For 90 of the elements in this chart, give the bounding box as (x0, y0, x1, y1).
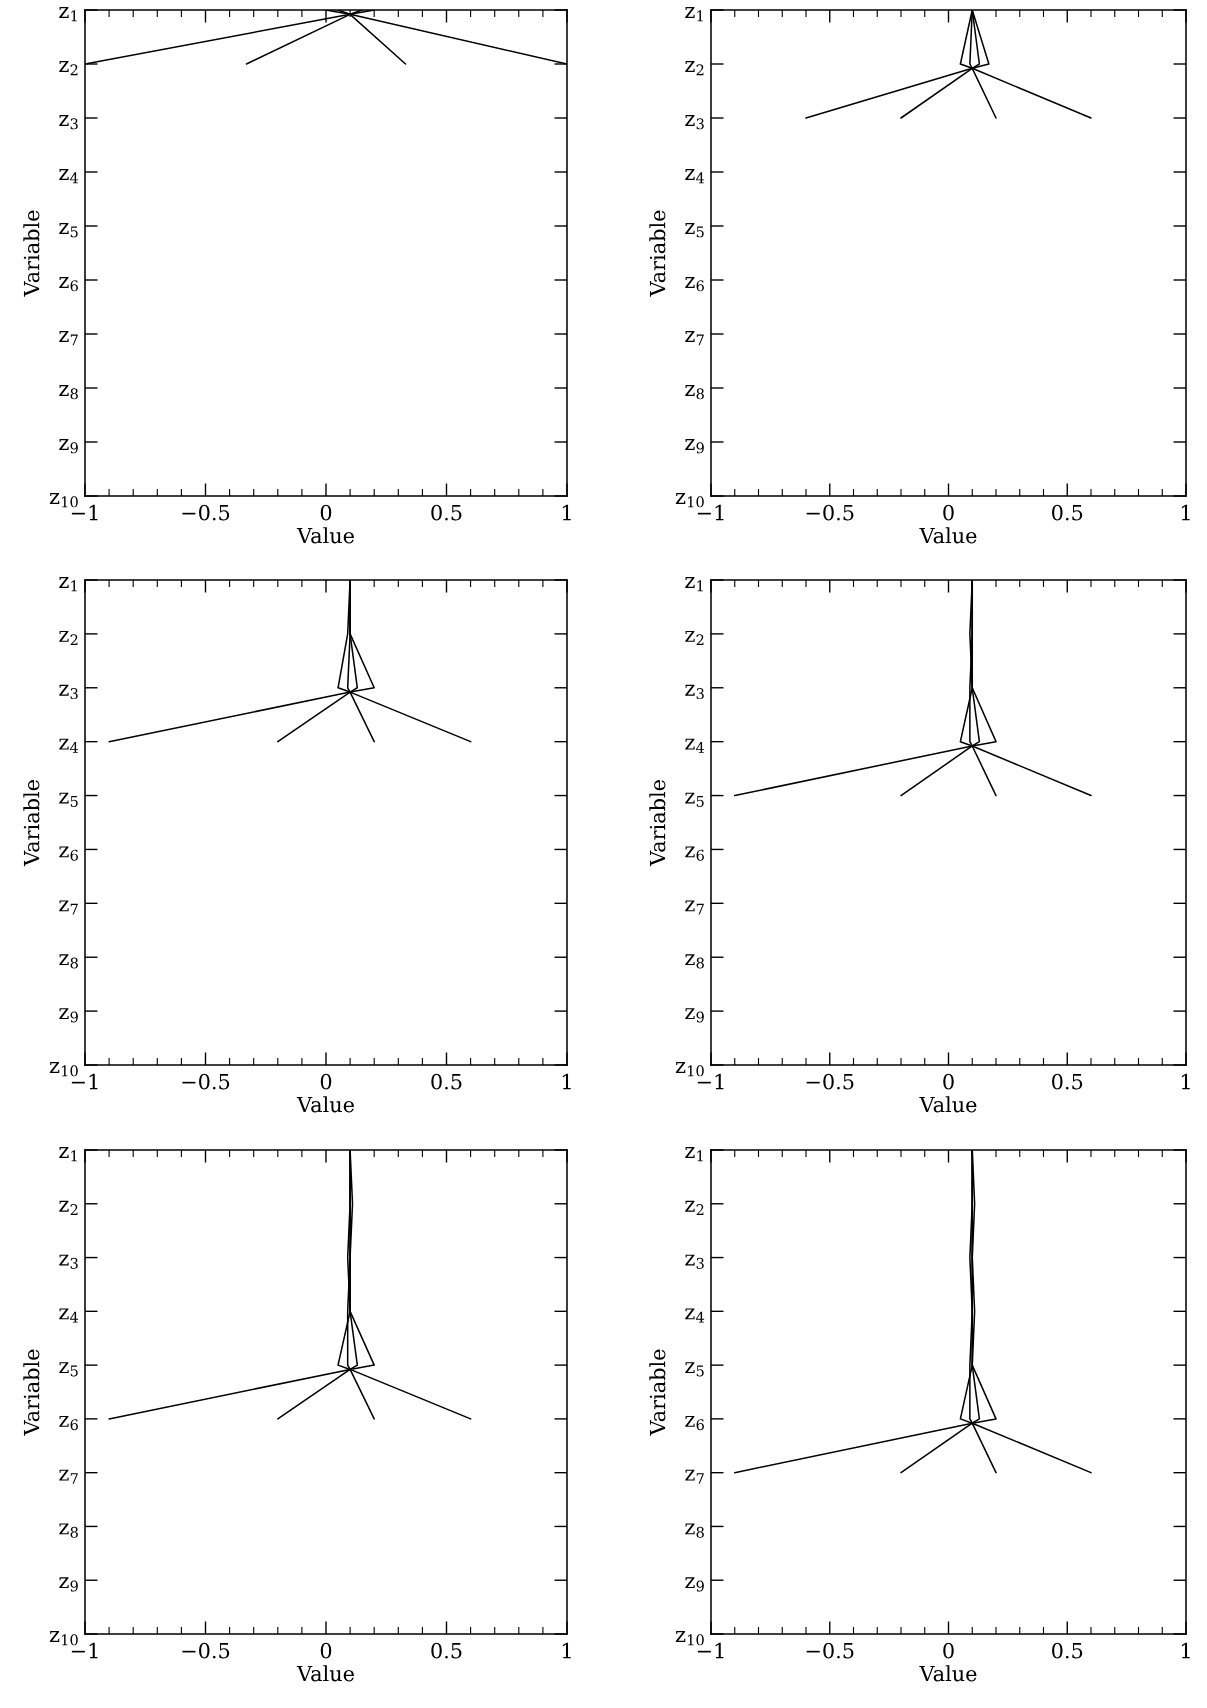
y-tick-label: z$_{2}$ (685, 1200, 704, 1215)
x-axis-title: Value (919, 1665, 977, 1682)
y-tick-label: z$_{9}$ (59, 1008, 78, 1023)
y-tick-label: z$_{8}$ (59, 1523, 78, 1538)
y-tick-label: z$_{3}$ (685, 115, 704, 130)
y-tick-label: z$_{7}$ (685, 1469, 704, 1484)
y-tick-label: z$_{6}$ (685, 846, 704, 861)
y-axis-title: Variable (649, 210, 666, 297)
y-axis-title: Variable (649, 1349, 666, 1436)
y-tick-label: z$_{5}$ (685, 1362, 704, 1377)
y-tick-label: z$_{1}$ (685, 1147, 703, 1162)
y-tick-label: z$_{1}$ (685, 577, 703, 592)
y-tick-label: z$_{1}$ (59, 7, 77, 22)
y-tick-label: z$_{6}$ (685, 277, 704, 292)
y-tick-label: z$_{2}$ (59, 1200, 78, 1215)
x-tick-label: 1 (1181, 1073, 1190, 1090)
y-tick-label: z$_{9}$ (685, 439, 704, 454)
x-tick-label: 0 (320, 1642, 332, 1659)
x-tick-label: 0 (320, 504, 332, 521)
y-tick-label: z$_{3}$ (59, 684, 78, 700)
y-tick-label: z$_{8}$ (685, 954, 704, 969)
y-tick-label: z$_{9}$ (685, 1577, 704, 1592)
x-axis-title: Value (296, 1665, 354, 1682)
y-tick-label: z$_{8}$ (685, 385, 704, 400)
x-tick-label: −0.5 (806, 504, 854, 521)
y-tick-label: z$_{5}$ (59, 792, 78, 807)
x-tick-label: −0.5 (182, 504, 230, 521)
x-axis-title: Value (919, 527, 977, 544)
y-tick-label: z$_{4}$ (685, 169, 705, 184)
y-tick-label: z$_{6}$ (59, 846, 78, 861)
y-tick-label: z$_{4}$ (685, 738, 705, 753)
y-tick-label: z$_{4}$ (59, 1308, 79, 1323)
y-tick-label: z$_{7}$ (59, 1469, 78, 1484)
y-tick-label: z$_{8}$ (685, 1523, 704, 1538)
y-tick-label: z$_{8}$ (59, 385, 78, 400)
y-tick-label: z$_{2}$ (59, 61, 78, 76)
x-tick-label: 0.5 (431, 504, 462, 521)
y-axis-title: Variable (23, 1349, 40, 1436)
x-tick-label: 0.5 (431, 1073, 462, 1090)
x-tick-label: −0.5 (806, 1073, 854, 1090)
x-axis-title: Value (919, 1096, 977, 1113)
y-tick-label: z$_{5}$ (59, 223, 78, 238)
y-tick-label: z$_{7}$ (59, 331, 78, 346)
y-tick-label: z$_{9}$ (685, 1008, 704, 1023)
y-tick-label: z$_{9}$ (59, 439, 78, 454)
x-tick-label: 1 (562, 504, 571, 521)
y-tick-label: z$_{3}$ (59, 1254, 78, 1269)
y-tick-label: z$_{5}$ (59, 1362, 78, 1377)
y-tick-label: z$_{6}$ (59, 1415, 78, 1431)
y-axis-title: Variable (23, 210, 40, 297)
y-tick-label: z$_{6}$ (59, 277, 78, 292)
y-tick-label: z$_{2}$ (685, 630, 704, 646)
y-tick-label: z$_{8}$ (59, 954, 78, 969)
x-tick-label: 1 (1181, 1642, 1190, 1659)
y-tick-label: z$_{5}$ (685, 792, 704, 807)
x-tick-label: −0.5 (182, 1073, 230, 1090)
x-tick-label: −0.5 (182, 1642, 230, 1659)
x-tick-label: 0.5 (431, 1642, 462, 1659)
y-tick-label: z$_{3}$ (59, 115, 78, 130)
y-tick-label: z$_{1}$ (685, 7, 703, 22)
y-tick-label: z$_{7}$ (59, 900, 78, 915)
y-tick-label: z$_{3}$ (685, 684, 704, 700)
x-tick-label: 0 (943, 504, 954, 521)
y-tick-label: z$_{1}$ (59, 1147, 77, 1162)
y-tick-label: z$_{7}$ (685, 331, 704, 346)
x-tick-label: 0 (320, 1073, 332, 1090)
y-tick-label: z$_{4}$ (59, 738, 79, 753)
x-tick-label: −0.5 (806, 1642, 854, 1659)
x-tick-label: 1 (562, 1073, 571, 1090)
y-tick-label: z$_{4}$ (59, 169, 79, 184)
x-tick-label: 1 (562, 1642, 571, 1659)
y-tick-label: z$_{2}$ (59, 630, 78, 646)
y-tick-label: z$_{5}$ (685, 223, 704, 238)
x-tick-label: 0.5 (1052, 1073, 1083, 1090)
y-axis-title: Variable (649, 780, 666, 867)
y-axis-title: Variable (23, 780, 40, 867)
y-tick-label: z$_{6}$ (685, 1415, 704, 1431)
x-tick-label: 0.5 (1052, 1642, 1083, 1659)
y-tick-label: z$_{9}$ (59, 1577, 78, 1592)
y-tick-label: z$_{4}$ (685, 1308, 705, 1323)
y-tick-label: z$_{3}$ (685, 1254, 704, 1269)
x-tick-label: 0.5 (1052, 504, 1083, 521)
y-tick-label: z$_{7}$ (685, 900, 704, 915)
x-tick-label: 0 (943, 1073, 954, 1090)
x-tick-label: 1 (1181, 504, 1190, 521)
x-axis-title: Value (296, 1096, 354, 1113)
x-axis-title: Value (296, 527, 354, 544)
y-tick-label: z$_{2}$ (685, 61, 704, 76)
x-tick-label: 0 (943, 1642, 954, 1659)
y-tick-label: z$_{1}$ (59, 577, 77, 592)
